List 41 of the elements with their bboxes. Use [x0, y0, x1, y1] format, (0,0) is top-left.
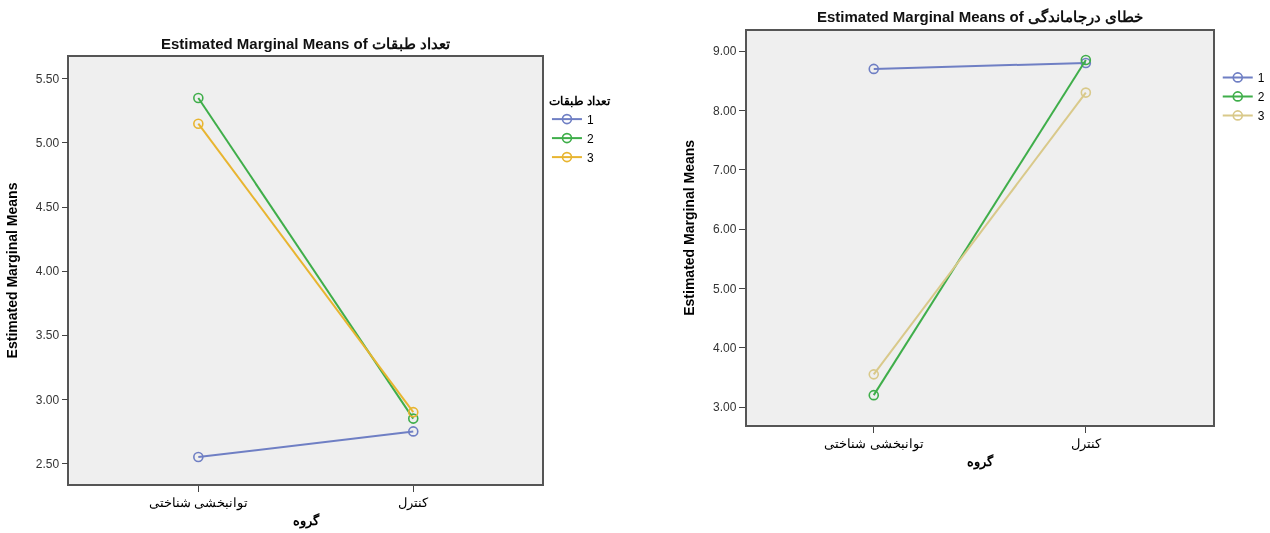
chart-title: Estimated Marginal Means of تعداد طبقات [161, 35, 451, 52]
y-tick-label: 4.00 [713, 340, 737, 355]
point [407, 413, 419, 424]
legend-label: 1 [586, 112, 594, 127]
legend-label: 2 [586, 131, 594, 146]
point [868, 369, 880, 380]
point [193, 451, 204, 463]
x-tick-label: کنترل [398, 495, 430, 512]
y-axis-title: Estimated Marginal Means [681, 139, 698, 316]
x-tick-label: کنترل [1070, 436, 1102, 453]
x-axis-title: گروه [292, 512, 320, 530]
point [407, 426, 419, 437]
legend-title: تعداد طبقات [548, 93, 612, 108]
y-tick-label: 3.50 [35, 328, 60, 343]
point [868, 389, 880, 401]
x-tick-label: توانبخشی شناختی [823, 436, 924, 453]
legend-label: 3 [1257, 109, 1265, 124]
chart-title: Estimated Marginal Means of خطای درجاماندگی [817, 8, 1144, 26]
y-tick-label: 2.50 [35, 456, 60, 471]
legend-label: 1 [1257, 71, 1265, 86]
y-tick-label: 5.50 [35, 72, 60, 87]
x-axis-title: گروه [966, 453, 994, 471]
y-tick-label: 6.00 [713, 222, 737, 237]
legend-label: 3 [586, 150, 594, 165]
y-tick-label: 5.00 [713, 281, 737, 296]
point [193, 92, 204, 104]
legend-label: 2 [1257, 90, 1265, 105]
y-tick-label: 4.00 [35, 264, 60, 279]
y-tick-label: 5.00 [35, 136, 60, 151]
y-tick-label: 4.50 [35, 200, 60, 215]
y-tick-label: 3.00 [713, 400, 737, 415]
point [407, 406, 419, 418]
y-tick-label: 7.00 [713, 162, 737, 177]
y-tick-label: 9.00 [713, 44, 737, 59]
y-tick-label: 8.00 [713, 103, 737, 118]
x-tick-label: توانبخشی شناختی [148, 495, 249, 512]
point [193, 118, 204, 129]
point [868, 63, 880, 75]
y-tick-label: 3.00 [35, 392, 60, 407]
y-axis-title: Estimated Marginal Means [3, 182, 20, 359]
point [1080, 87, 1092, 98]
